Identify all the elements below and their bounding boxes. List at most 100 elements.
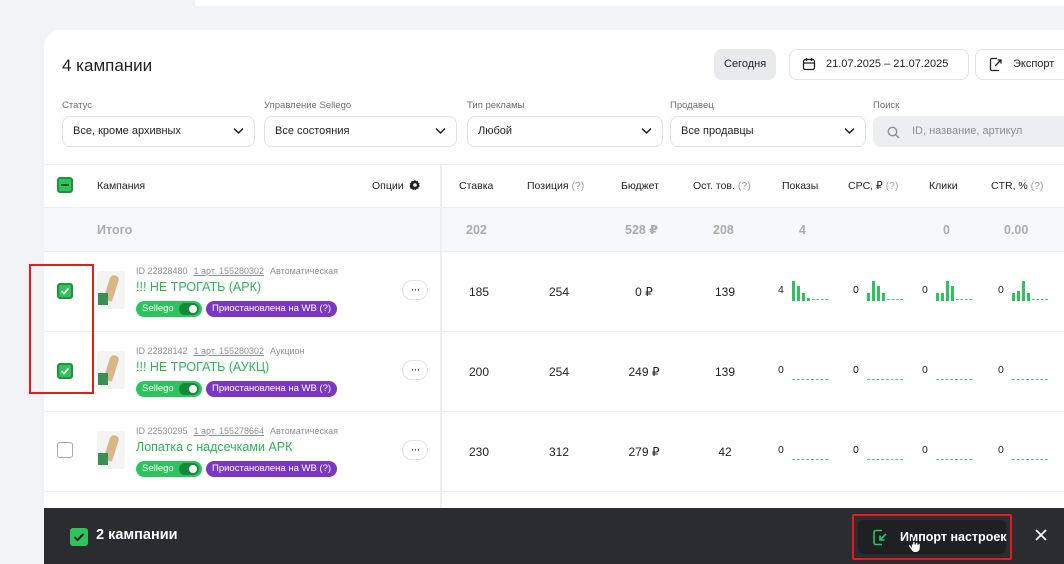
views-value: 4 [778,284,784,296]
cpc-sparkline: 0 [853,412,905,492]
filter-search: Поиск ID, название, артикул [873,100,1064,147]
selection-highlight [29,264,94,394]
cell-budget: 0 ₽ [635,285,653,299]
sellego-toggle[interactable]: Sellego [136,461,202,477]
totals-budget: 528 ₽ [625,223,659,237]
gear-icon [408,179,420,191]
totals-views: 4 [799,223,806,237]
sellego-toggle[interactable]: Sellego [136,381,202,397]
campaign-name-link[interactable]: !!! НЕ ТРОГАТЬ (АУКЦ) [136,360,270,374]
status-badge[interactable]: Приостановлена на WB (?) [206,461,338,477]
table-row[interactable]: ID 22828142 1 арт. 155280302 Аукцион !!! Н… [44,332,1064,412]
import-settings-button[interactable]: Импорт настроек [858,520,1007,554]
today-button[interactable]: Сегодня [714,49,777,80]
clicks-sparkline: 0 [922,332,974,412]
row-checkbox[interactable] [57,363,73,379]
ad-type-select[interactable]: Любой [467,116,663,147]
page-title: 4 кампании [62,56,153,75]
check-icon [60,287,70,295]
check-icon [73,533,85,542]
campaign-meta: ID 22530295 1 арт. 155278664 Автоматическа… [136,426,338,436]
import-settings-label: Импорт настроек [900,530,1007,544]
views-sparkline: 4 [778,252,830,332]
more-options-button[interactable]: ··· [402,440,428,460]
search-icon [887,126,900,139]
status-badge[interactable]: Приостановлена на WB (?) [206,381,338,397]
sellego-toggle-label: Sellego [142,383,174,394]
campaign-article-link[interactable]: 1 арт. 155280302 [193,266,265,276]
col-options[interactable]: Опции [372,165,421,207]
cell-bid: 200 [468,365,490,379]
totals-bid: 202 [466,223,487,237]
clicks-value: 0 [922,284,928,296]
campaign-kind: Автоматическая [270,426,339,436]
export-label: Экспорт [1013,58,1055,70]
bulk-action-bar: 2 кампании Импорт настроек [44,508,1064,564]
col-position-label: Позиция [527,180,569,192]
col-stock-hint[interactable]: (?) [737,180,751,192]
cell-stock: 42 [718,445,732,459]
cpc-value: 0 [853,284,859,296]
cell-position: 254 [548,285,570,299]
campaign-meta: ID 22828142 1 арт. 155280302 Аукцион [136,346,305,356]
views-value: 0 [778,364,784,376]
campaigns-card: 4 кампании Сегодня 21.07.2025 – 21.07.20… [44,30,1064,564]
seller-select[interactable]: Все продавцы [670,116,866,147]
col-cpc-hint[interactable]: (?) [885,180,899,192]
campaign-name-link[interactable]: Лопатка с надсечками АРК [136,440,293,454]
status-select-value: Все, кроме архивных [73,125,181,137]
bulk-select-checkbox[interactable] [70,528,88,546]
more-options-button[interactable]: ··· [402,360,428,380]
product-thumbnail [97,271,125,309]
filter-search-label: Поиск [873,100,900,111]
search-input[interactable]: ID, название, артикул [873,116,1064,147]
status-select[interactable]: Все, кроме архивных [62,116,255,147]
campaign-kind: Аукцион [270,346,305,356]
frozen-column-divider [440,164,442,544]
campaign-article-link[interactable]: 1 арт. 155280302 [193,346,265,356]
totals-clicks: 0 [943,223,950,237]
campaign-article-link[interactable]: 1 арт. 155278664 [193,426,265,436]
filter-status-label: Статус [62,100,93,111]
col-ctr: CTR, % (?) [991,165,1044,207]
ctr-sparkline: 0 [998,252,1050,332]
select-all-checkbox[interactable] [57,177,73,193]
sellego-select[interactable]: Все состояния [264,116,457,147]
col-cpc-label: CPC, ₽ [848,180,883,192]
col-views: Показы [782,180,819,192]
col-stock: Ост. тов. (?) [693,165,751,207]
search-placeholder: ID, название, артикул [912,125,1023,137]
totals-label: Итого [97,223,133,237]
table-row[interactable]: ID 22530295 1 арт. 155278664 Автоматическа… [44,412,1064,492]
row-checkbox[interactable] [57,283,73,299]
chevron-down-icon [641,127,652,135]
campaign-name-link[interactable]: !!! НЕ ТРОГАТЬ (АРК) [136,280,262,294]
check-icon [60,367,70,375]
product-thumbnail [97,351,125,389]
campaign-kind: Автоматическая [270,266,339,276]
sellego-toggle[interactable]: Sellego [136,301,202,317]
table-row[interactable]: ID 22828480 1 арт. 155280302 Автоматическа… [44,252,1064,332]
cpc-value: 0 [853,444,859,456]
status-badge[interactable]: Приостановлена на WB (?) [206,301,338,317]
close-icon[interactable] [1032,526,1050,544]
col-position-hint[interactable]: (?) [571,180,585,192]
import-settings-highlight: Импорт настроек [852,514,1012,560]
col-campaign: Кампания [97,180,146,192]
export-icon [989,57,1002,72]
date-range-picker[interactable]: 21.07.2025 – 21.07.2025 [789,49,969,80]
filter-status: Статус Все, кроме архивных [62,100,255,147]
import-icon [873,529,887,546]
col-stock-label: Ост. тов. [693,180,735,192]
cpc-sparkline: 0 [853,252,905,332]
filter-sellego-label: Управление Sellego [264,100,352,111]
chevron-down-icon [435,127,446,135]
more-options-button[interactable]: ··· [402,280,428,300]
row-checkbox[interactable] [57,442,73,458]
cursor-icon [907,537,921,553]
views-sparkline: 0 [778,412,830,492]
col-ctr-hint[interactable]: (?) [1030,180,1044,192]
cpc-sparkline: 0 [853,332,905,412]
col-ctr-label: CTR, % [991,180,1028,192]
export-button[interactable]: Экспорт [975,49,1064,80]
